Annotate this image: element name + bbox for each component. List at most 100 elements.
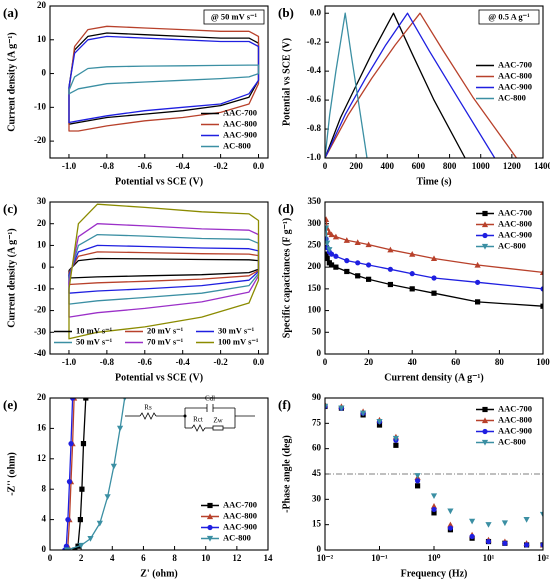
series-line: [68, 35, 260, 124]
marker: [80, 441, 87, 447]
y-tick-label: -20: [34, 135, 46, 145]
marker: [206, 535, 214, 542]
y-tick-label: 15: [312, 519, 322, 529]
marker: [431, 506, 437, 513]
panel-label: (c): [3, 201, 17, 216]
x-tick-label: 2: [79, 553, 84, 563]
y-tick-label: 16: [37, 422, 47, 432]
x-tick-label: 10: [201, 553, 211, 563]
y-tick-label: 0: [42, 68, 47, 78]
x-tick-label: -0.4: [176, 357, 191, 367]
panel-label: (a): [3, 5, 18, 20]
circuit-label: Zw: [213, 417, 223, 425]
x-tick-label: 1200: [503, 161, 522, 171]
annotation: @ 0.5 A g⁻¹: [478, 9, 540, 25]
x-tick-label: -0.8: [100, 357, 115, 367]
marker: [501, 520, 509, 527]
marker: [431, 275, 437, 281]
marker: [430, 255, 438, 262]
marker: [355, 260, 361, 266]
plot-frame: [49, 397, 269, 551]
marker: [387, 281, 393, 288]
marker: [96, 520, 103, 527]
marker: [393, 442, 399, 448]
legend-label: 100 mV s⁻¹: [218, 336, 259, 346]
marker: [482, 232, 488, 239]
x-tick-label: 10⁻²: [317, 553, 334, 563]
legend-label: 10 mV s⁻¹: [76, 325, 113, 335]
marker: [430, 493, 438, 500]
marker: [485, 522, 492, 528]
marker: [325, 240, 331, 247]
series-line: [68, 257, 260, 279]
marker: [344, 258, 350, 264]
marker: [539, 269, 543, 275]
x-tick-label: -0.2: [213, 161, 228, 171]
x-tick-label: 10⁻¹: [371, 553, 388, 563]
marker: [325, 403, 329, 410]
marker: [333, 264, 339, 270]
marker: [333, 253, 339, 259]
marker: [79, 486, 85, 492]
x-tick-label: -1.0: [62, 357, 77, 367]
marker: [66, 479, 73, 485]
x-tick-label: 4: [110, 553, 115, 563]
y-tick-label: 10: [37, 34, 47, 44]
marker: [68, 441, 74, 447]
annotation-box: [478, 9, 540, 25]
marker: [485, 538, 492, 545]
x-tick-label: 40: [408, 357, 418, 367]
marker: [77, 517, 83, 523]
y-tick-label: -20: [34, 305, 46, 315]
y-tick-label: 90: [312, 392, 322, 402]
x-tick-label: 80: [495, 357, 505, 367]
marker: [123, 398, 127, 402]
marker: [355, 273, 361, 279]
plot-frame: [324, 201, 544, 355]
circuit-label: Cdl: [205, 395, 215, 403]
marker: [328, 231, 335, 238]
y-tick-label: 75: [312, 417, 322, 427]
marker: [376, 422, 383, 428]
y-tick-label: -40: [34, 348, 46, 358]
marker: [64, 547, 71, 550]
marker: [387, 246, 394, 253]
x-tick-label: 0: [323, 357, 328, 367]
y-tick-label: 0: [317, 348, 322, 358]
y-tick-label: 60: [312, 443, 322, 453]
marker: [325, 251, 329, 257]
marker: [116, 425, 124, 432]
circuit-diagram: Rs Cdl Rct Zw: [125, 395, 255, 432]
x-tick-label: -0.4: [176, 161, 191, 171]
marker: [78, 542, 85, 549]
y-tick-label: 50: [312, 326, 322, 336]
marker: [83, 398, 89, 401]
y-tick-label: 250: [308, 239, 322, 249]
series-line: [66, 398, 126, 550]
x-tick-label: 10¹: [483, 553, 495, 563]
y-tick-label: -0.2: [307, 36, 322, 46]
marker: [206, 513, 214, 520]
x-tick-label: 0: [323, 161, 328, 171]
x-axis-label: Frequency (Hz): [401, 568, 468, 579]
y-tick-label: 0: [42, 544, 47, 554]
legend-label: AAC-800: [498, 218, 532, 228]
marker: [475, 279, 481, 285]
x-axis-label: Potential vs SCE (V): [115, 372, 203, 383]
y-tick-label: -0.4: [307, 65, 322, 75]
marker: [481, 439, 489, 446]
x-tick-label: 0.0: [253, 161, 265, 171]
y-tick-label: 150: [308, 283, 322, 293]
series-line: [325, 12, 466, 158]
marker: [207, 502, 213, 509]
marker: [72, 547, 78, 550]
legend-label: 70 mV s⁻¹: [147, 336, 184, 346]
x-tick-label: 0: [48, 553, 53, 563]
legend-label: AAC-800: [498, 414, 532, 424]
x-tick-label: -0.6: [138, 357, 153, 367]
legend-label: AAC-700: [223, 499, 257, 509]
marker: [392, 435, 400, 442]
x-axis-label: Potential vs SCE (V): [115, 176, 203, 187]
annotation-text: @ 50 mV s⁻¹: [211, 11, 258, 21]
